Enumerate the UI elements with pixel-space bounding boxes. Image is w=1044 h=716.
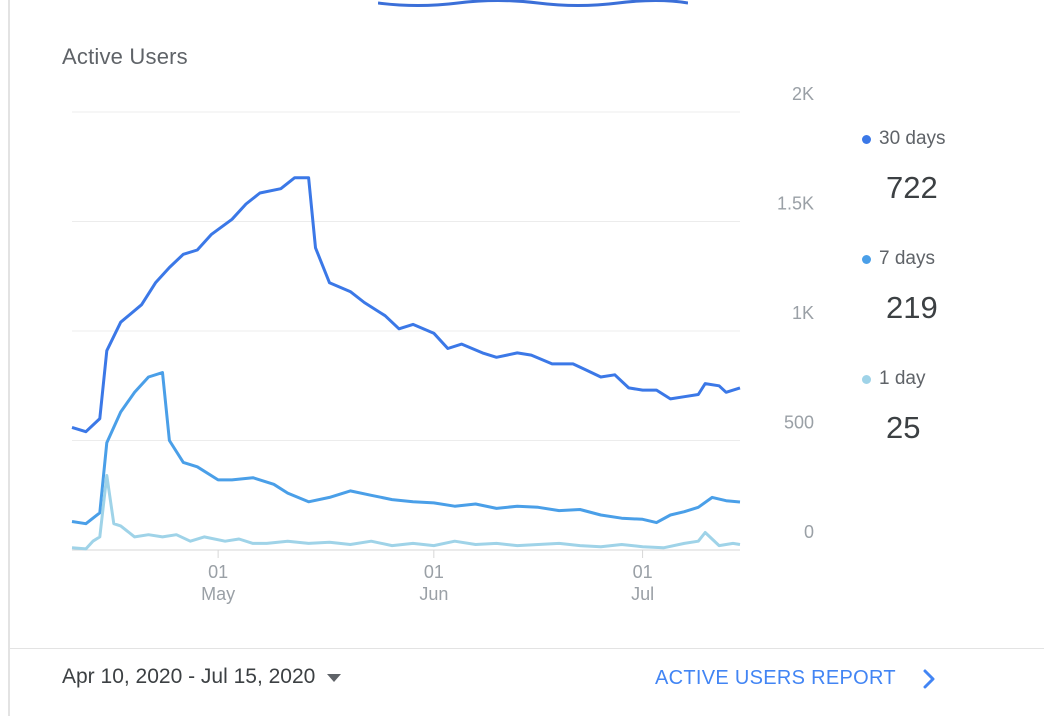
date-range-selector[interactable]: Apr 10, 2020 - Jul 15, 2020 xyxy=(62,665,342,689)
chevron-right-icon xyxy=(923,669,935,688)
legend-dot-icon xyxy=(862,374,871,384)
legend-label-30-days: 30 days xyxy=(879,128,946,149)
chart-legend: 30 days 722 7 days 219 1 day 25 xyxy=(862,120,1032,480)
x-tick-month-label: May xyxy=(201,584,235,604)
legend-item-7-days: 7 days 219 xyxy=(862,240,1032,360)
legend-value-7-days: 219 xyxy=(886,290,938,325)
series-line-1-day xyxy=(71,474,741,551)
active-users-report-link[interactable]: ACTIVE USERS REPORT xyxy=(655,667,936,690)
report-link-label: ACTIVE USERS REPORT xyxy=(655,667,896,689)
legend-value-30-days: 722 xyxy=(886,170,938,205)
y-tick-label: 1K xyxy=(792,303,814,323)
legend-item-1-day: 1 day 25 xyxy=(862,360,1032,480)
y-tick-label: 0 xyxy=(804,522,814,542)
top-decoration xyxy=(378,0,688,7)
x-tick-month-label: Jul xyxy=(631,584,654,604)
date-range-label: Apr 10, 2020 - Jul 15, 2020 xyxy=(62,665,316,688)
series-line-30-days xyxy=(71,176,741,434)
legend-label-1-day: 1 day xyxy=(879,368,926,389)
legend-item-30-days: 30 days 722 xyxy=(862,120,1032,240)
chart-series xyxy=(71,176,741,551)
x-tick-label: 01 xyxy=(424,562,444,582)
footer-divider xyxy=(10,648,1044,649)
y-tick-label: 2K xyxy=(792,84,814,104)
series-line-7-days xyxy=(71,371,741,526)
x-tick-month-label: Jun xyxy=(419,584,448,604)
y-tick-label: 500 xyxy=(784,413,814,433)
x-tick-label: 01 xyxy=(208,562,228,582)
x-tick-label: 01 xyxy=(633,562,653,582)
legend-dot-icon xyxy=(862,134,871,144)
caret-down-icon xyxy=(327,674,342,682)
card-left-border xyxy=(8,0,10,716)
legend-label-7-days: 7 days xyxy=(879,248,935,269)
chart-grid xyxy=(72,111,740,551)
legend-value-1-day: 25 xyxy=(886,410,921,445)
card-title: Active Users xyxy=(62,44,188,69)
y-axis-labels: 0 500 1K 1.5K 2K xyxy=(777,84,814,542)
y-tick-label: 1.5K xyxy=(777,194,814,214)
legend-dot-icon xyxy=(862,254,871,264)
